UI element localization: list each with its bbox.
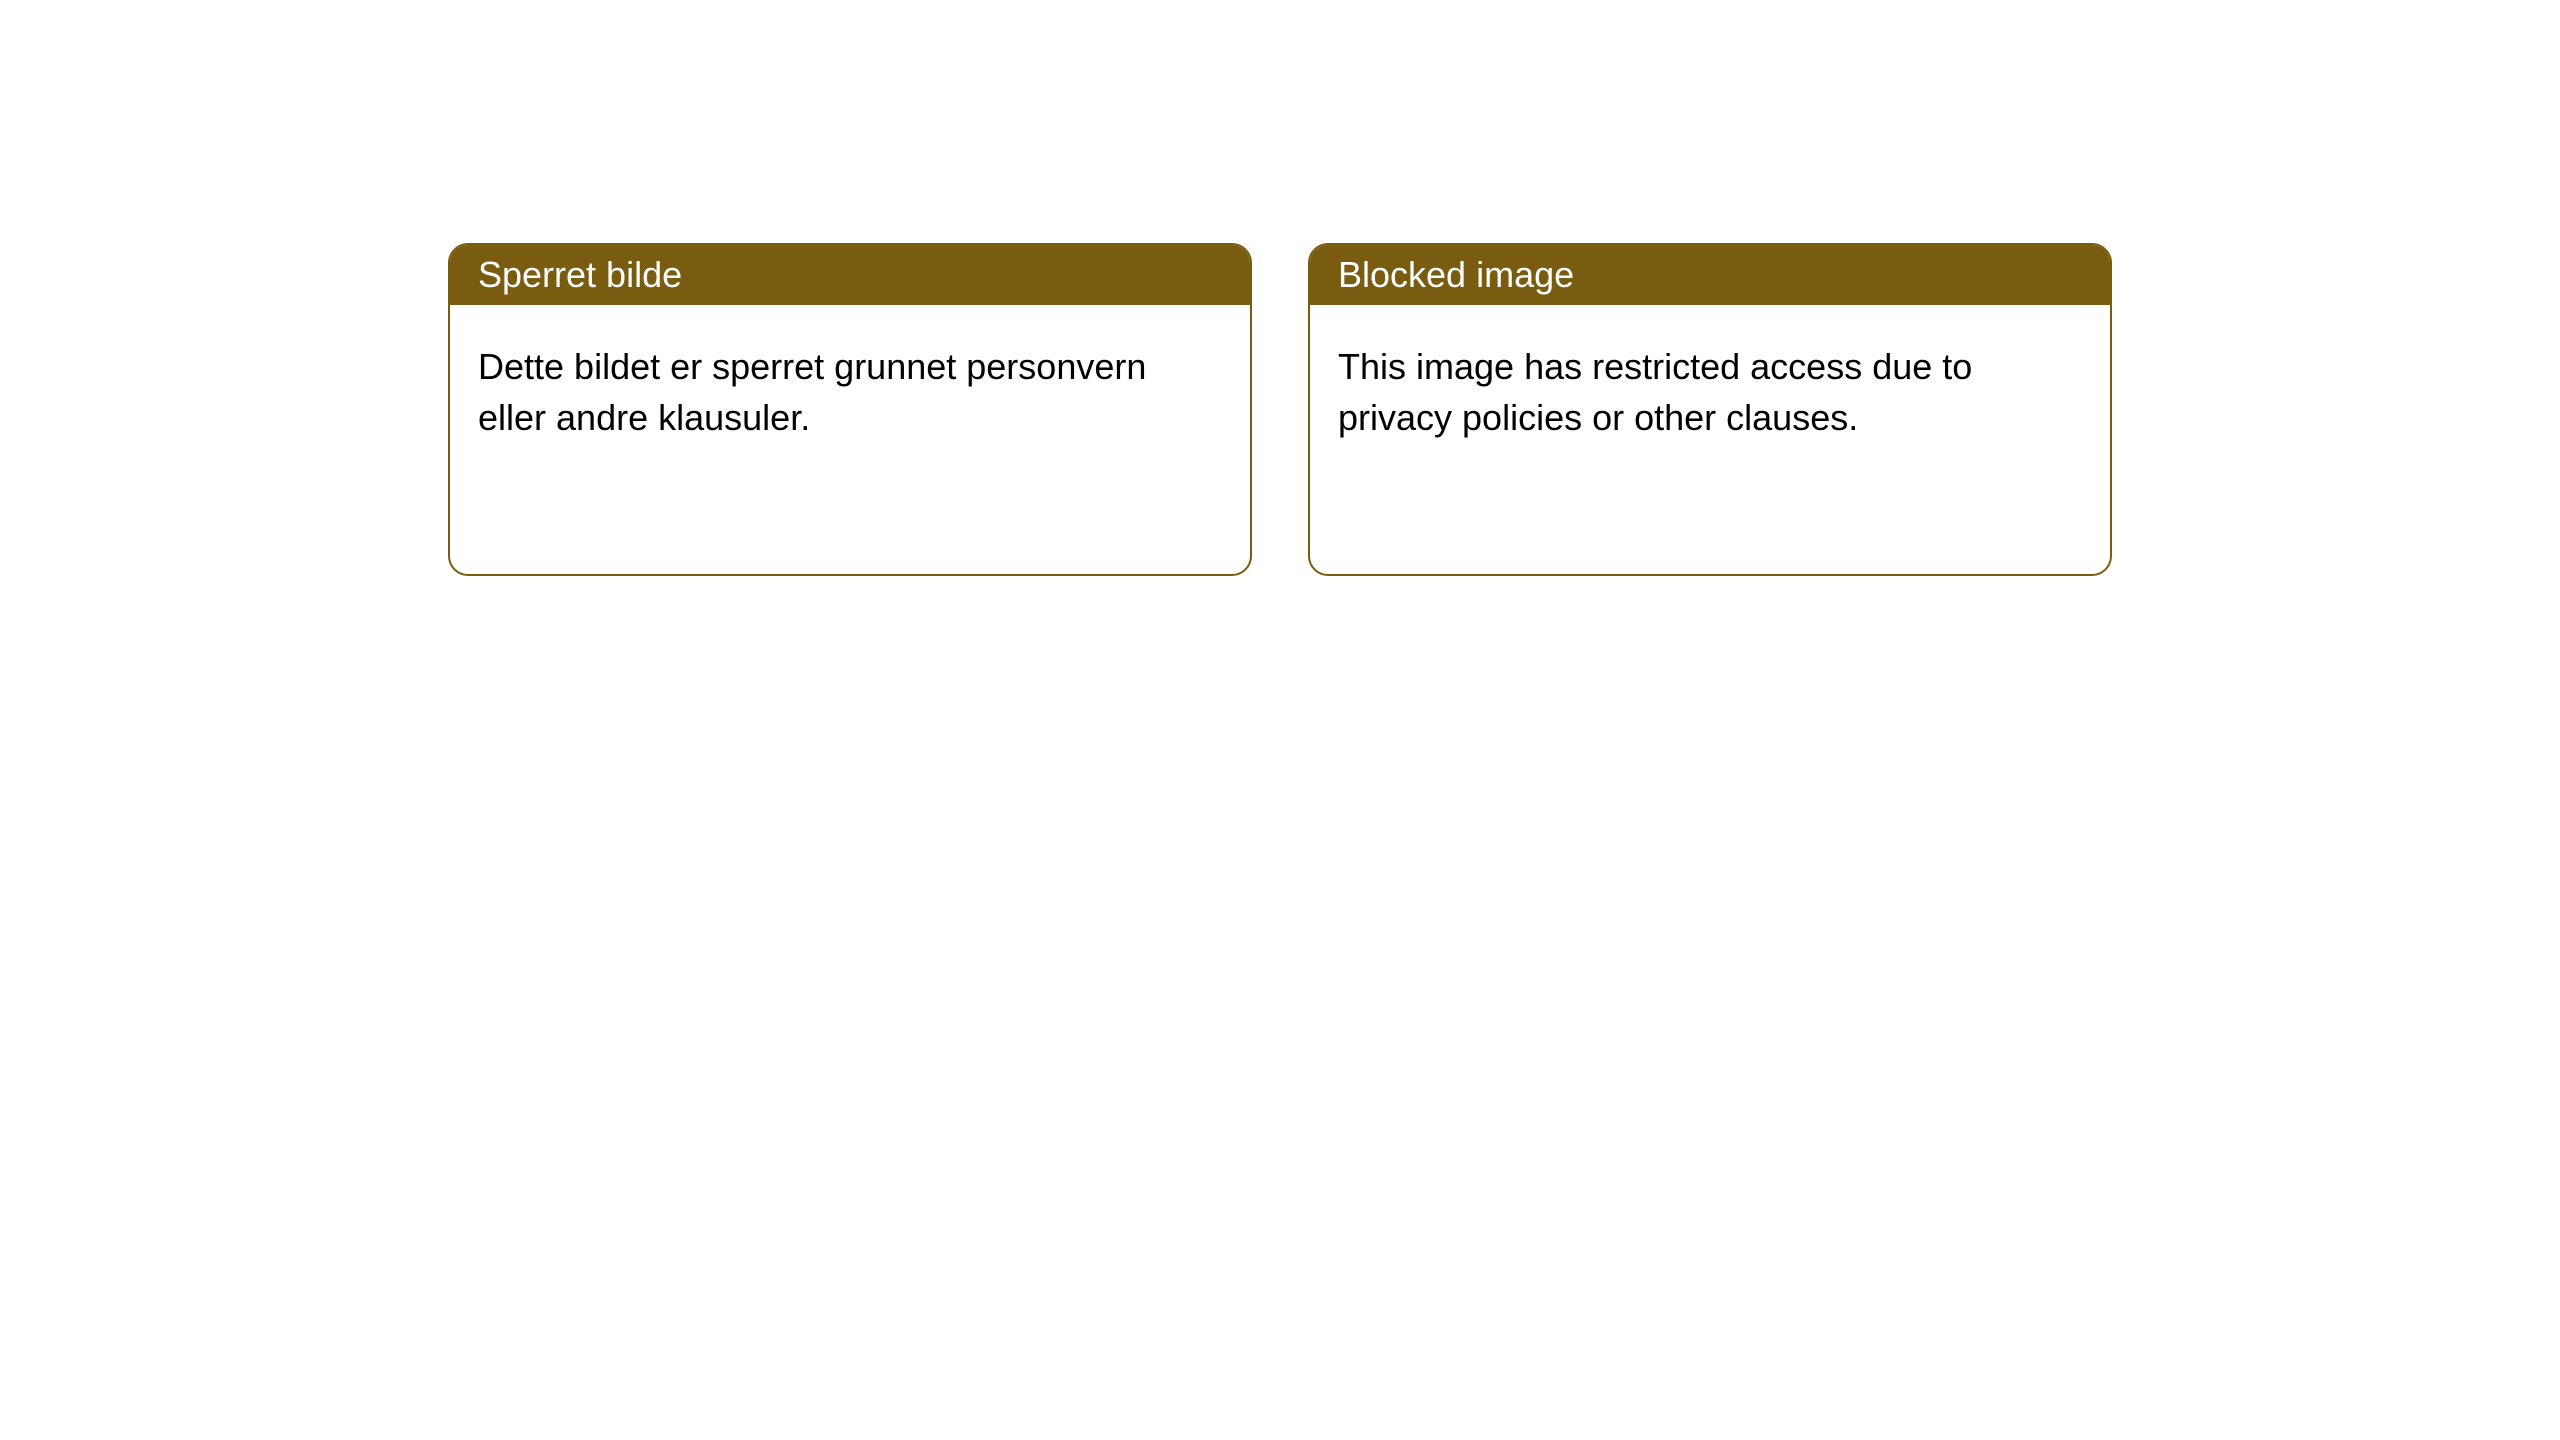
notice-card-body: Dette bildet er sperret grunnet personve… (450, 305, 1250, 479)
notice-card-title: Sperret bilde (478, 254, 682, 296)
notice-card-message: Dette bildet er sperret grunnet personve… (478, 346, 1146, 438)
notice-cards-container: Sperret bilde Dette bildet er sperret gr… (0, 0, 2560, 576)
notice-card-body: This image has restricted access due to … (1310, 305, 2110, 479)
notice-card-header: Blocked image (1310, 245, 2110, 305)
notice-card-english: Blocked image This image has restricted … (1308, 243, 2112, 576)
notice-card-norwegian: Sperret bilde Dette bildet er sperret gr… (448, 243, 1252, 576)
notice-card-title: Blocked image (1338, 254, 1574, 296)
notice-card-header: Sperret bilde (450, 245, 1250, 305)
notice-card-message: This image has restricted access due to … (1338, 346, 1972, 438)
